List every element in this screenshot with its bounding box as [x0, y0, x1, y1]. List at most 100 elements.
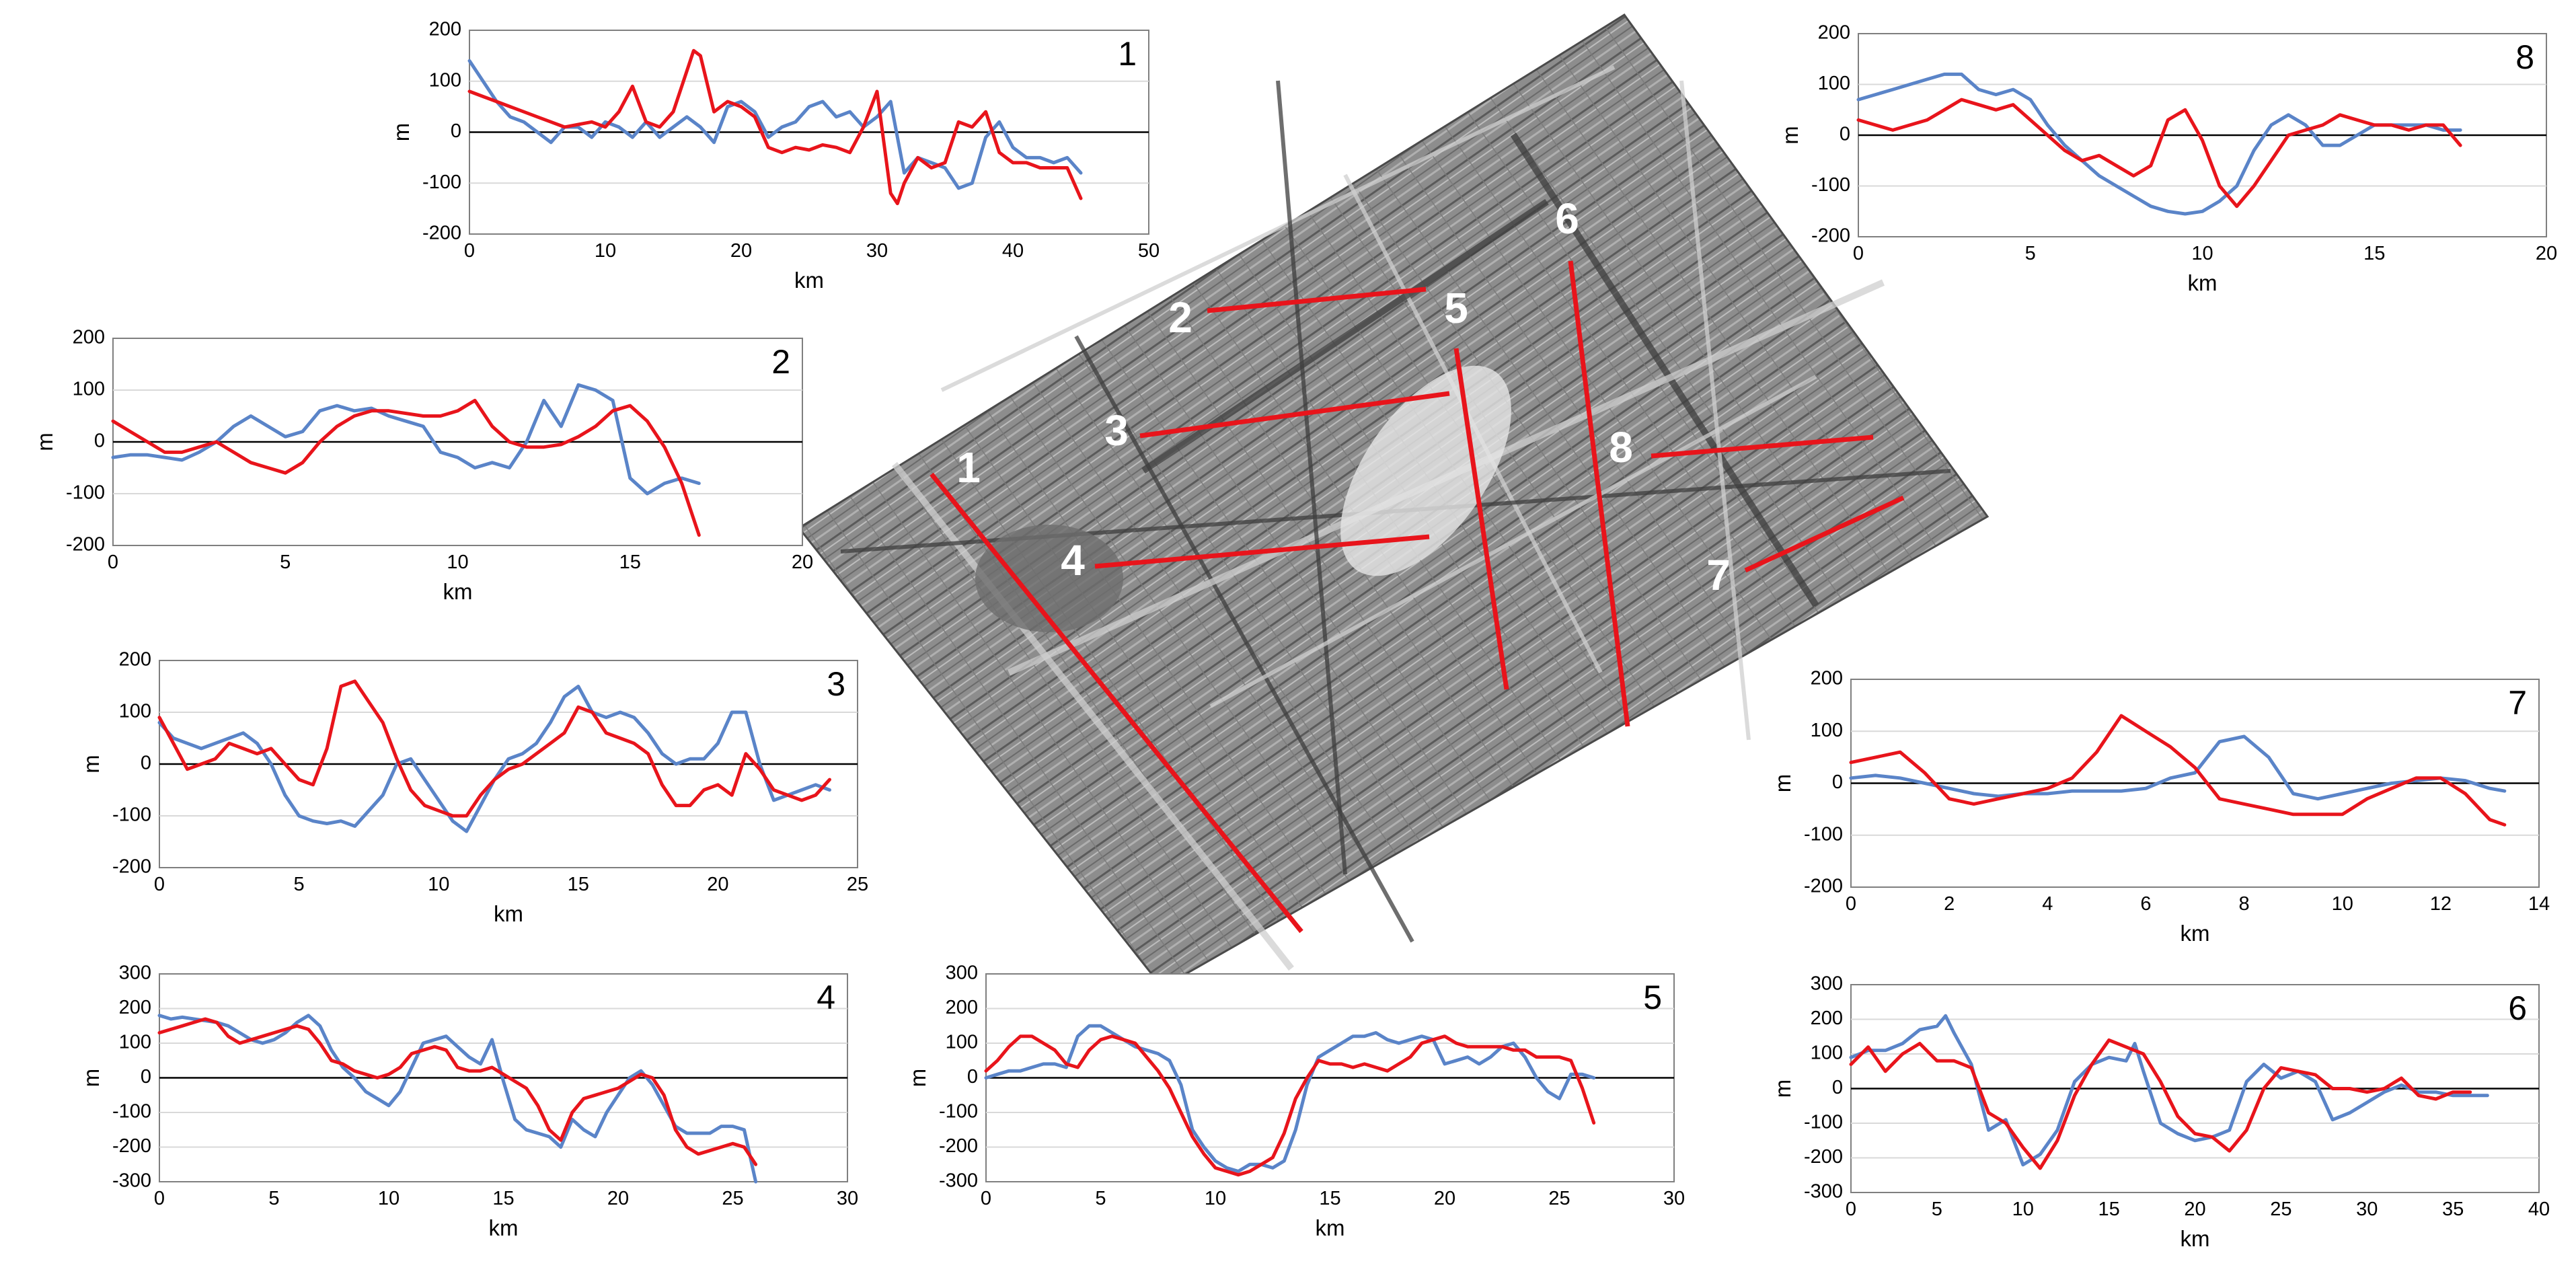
x-tick-label: 5 — [1095, 1188, 1106, 1209]
x-tick-label: 10 — [428, 874, 449, 895]
ridge — [1276, 80, 1347, 875]
x-tick-label: 0 — [1853, 243, 1864, 264]
x-tick-label: 20 — [2536, 243, 2557, 264]
x-tick-label: 20 — [1434, 1188, 1455, 1209]
y-tick-label: 0 — [1840, 124, 1850, 145]
x-axis-label: km — [2181, 921, 2210, 946]
series-line-red — [984, 1034, 1596, 1177]
x-tick-label: 8 — [2239, 893, 2250, 915]
y-tick-label: 200 — [946, 997, 978, 1018]
x-tick-label: 30 — [837, 1188, 858, 1209]
x-tick-label: 15 — [1319, 1188, 1340, 1209]
x-tick-label: 4 — [2042, 893, 2053, 915]
series-line-red — [1849, 1038, 2472, 1170]
x-axis-label: km — [443, 579, 473, 604]
ridge — [892, 461, 1294, 971]
x-tick-label: 5 — [280, 552, 291, 573]
y-tick-label: 100 — [119, 1032, 151, 1053]
y-axis-label: m — [1770, 1079, 1795, 1098]
y-tick-label: 0 — [967, 1066, 978, 1088]
y-tick-label: 100 — [73, 379, 105, 400]
x-tick-label: 0 — [464, 240, 475, 262]
x-tick-label: 40 — [2528, 1199, 2550, 1220]
y-tick-label: 200 — [1811, 1008, 1843, 1029]
ridge — [1074, 335, 1414, 943]
x-axis-label: km — [2181, 1226, 2210, 1251]
x-axis-label: km — [2188, 270, 2218, 295]
series-line-red — [111, 398, 701, 537]
x-tick-label: 0 — [1846, 893, 1856, 915]
x-tick-label: 5 — [294, 874, 305, 895]
x-tick-label: 10 — [447, 552, 468, 573]
x-tick-label: 0 — [154, 874, 165, 895]
y-tick-label: 100 — [119, 701, 151, 722]
y-axis-label: m — [79, 755, 104, 773]
x-tick-label: 10 — [595, 240, 616, 262]
y-tick-label: -200 — [939, 1135, 978, 1157]
ridge — [1510, 132, 1819, 607]
profile-line-2 — [1207, 287, 1427, 313]
profile-line-label: 1 — [956, 443, 981, 492]
y-tick-label: -200 — [66, 534, 105, 556]
panel-number: 1 — [1118, 35, 1137, 73]
x-axis-label: km — [494, 901, 523, 926]
y-tick-label: -200 — [422, 223, 461, 244]
y-tick-label: -100 — [939, 1101, 978, 1123]
profile-line-label: 5 — [1444, 284, 1468, 332]
x-tick-label: 25 — [1548, 1188, 1570, 1209]
x-axis-label: km — [1316, 1215, 1345, 1240]
profile-line-label: 7 — [1706, 551, 1731, 599]
x-tick-label: 0 — [108, 552, 118, 573]
y-tick-label: 100 — [429, 69, 461, 91]
x-tick-label: 10 — [2332, 893, 2353, 915]
y-tick-label: 200 — [119, 649, 151, 671]
y-tick-label: -200 — [1811, 225, 1850, 247]
x-tick-label: 30 — [2356, 1199, 2378, 1220]
y-tick-label: 0 — [141, 1066, 151, 1088]
panel-number: 3 — [827, 665, 845, 703]
x-tick-label: 0 — [154, 1188, 165, 1209]
series-line-red — [1849, 714, 2507, 827]
y-tick-label: -200 — [1804, 1146, 1843, 1168]
x-tick-label: 15 — [2098, 1199, 2119, 1220]
x-tick-label: 10 — [1205, 1188, 1226, 1209]
x-tick-label: 20 — [730, 240, 752, 262]
series-line-blue — [157, 1014, 758, 1184]
profile-line-6 — [1568, 260, 1630, 727]
profile-line-8 — [1651, 434, 1874, 459]
x-tick-label: 5 — [2025, 243, 2036, 264]
y-tick-label: -300 — [1804, 1181, 1843, 1203]
y-tick-label: 100 — [946, 1032, 978, 1053]
profile-line-label: 4 — [1061, 536, 1085, 584]
y-tick-label: 0 — [94, 430, 105, 452]
x-tick-label: 25 — [2270, 1199, 2291, 1220]
panel-number: 8 — [2515, 38, 2534, 76]
y-axis-label: m — [1770, 774, 1795, 793]
y-tick-label: 200 — [73, 327, 105, 348]
x-tick-label: 6 — [2140, 893, 2151, 915]
y-tick-label: -100 — [1804, 1112, 1843, 1133]
x-tick-label: 14 — [2528, 893, 2550, 915]
y-tick-label: 0 — [1832, 771, 1843, 793]
y-tick-label: 0 — [1832, 1077, 1843, 1098]
x-tick-label: 30 — [1663, 1188, 1685, 1209]
panel-number: 6 — [2508, 989, 2527, 1027]
x-tick-label: 20 — [607, 1188, 629, 1209]
x-tick-label: 50 — [1138, 240, 1160, 262]
y-tick-label: 300 — [1811, 973, 1843, 995]
y-tick-label: -100 — [112, 1101, 151, 1123]
y-tick-label: 100 — [1811, 720, 1843, 741]
x-tick-label: 15 — [619, 552, 641, 573]
y-tick-label: -100 — [112, 804, 151, 826]
y-tick-label: 300 — [946, 962, 978, 984]
x-tick-label: 10 — [2012, 1199, 2034, 1220]
series-line-blue — [1856, 72, 2462, 216]
profile-line-label: 8 — [1609, 423, 1633, 471]
y-tick-label: -200 — [112, 856, 151, 878]
profile-line-label: 3 — [1104, 406, 1129, 455]
terrain-map: 1 2 3 4 5 6 7 8 — [797, 13, 1990, 989]
x-tick-label: 0 — [981, 1188, 991, 1209]
